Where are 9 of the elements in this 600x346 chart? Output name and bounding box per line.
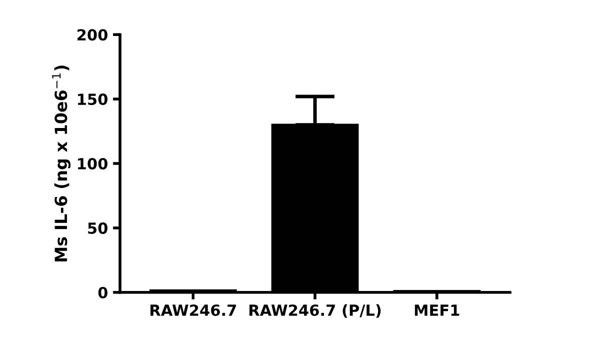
y-tick-label: 150 [78,94,108,106]
y-tick-label: 50 [88,222,108,234]
x-tick-label: RAW246.7 [150,304,236,316]
x-tick-label: MEF1 [414,304,460,316]
y-tick-label: 200 [78,29,108,41]
x-tick-label: RAW246.7 (P/L) [249,304,381,318]
y-axis-title: Ms IL-6 (ng x 10e6$^{−1}$) [52,66,71,262]
y-tick-label: 100 [78,158,108,170]
y-tick-label: 0 [98,286,108,298]
